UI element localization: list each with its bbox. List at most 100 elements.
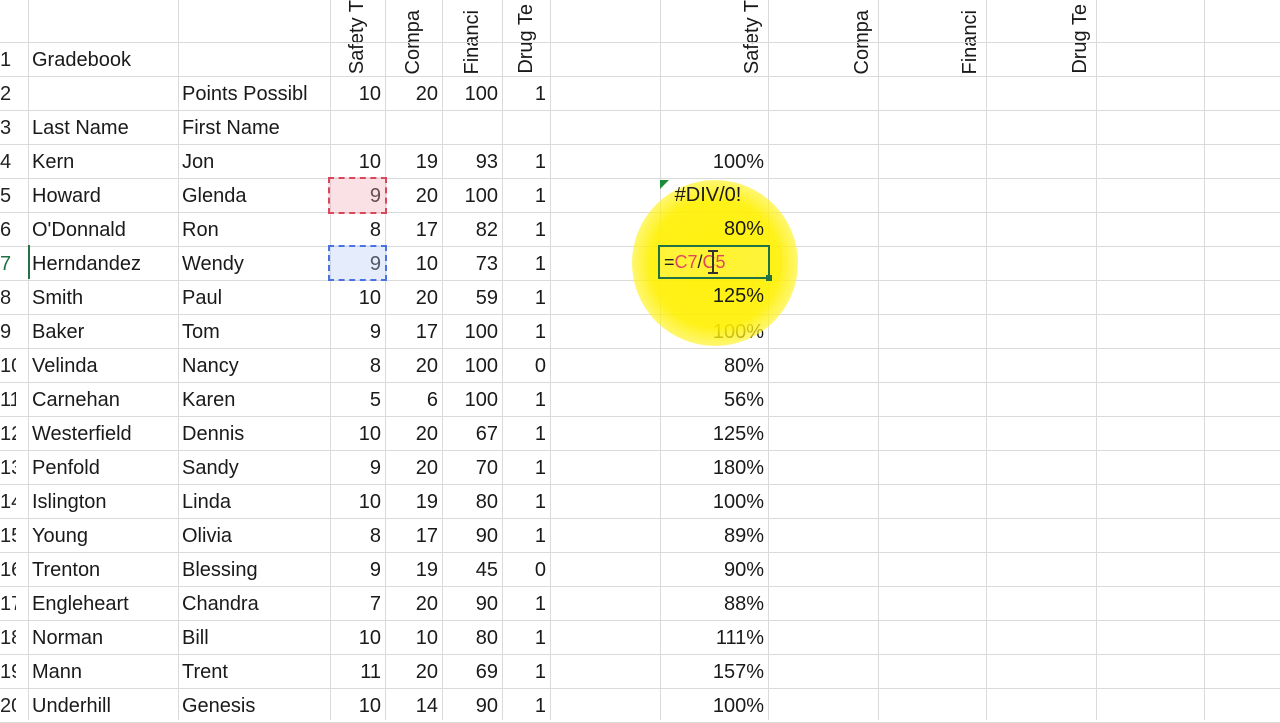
cell-b17[interactable]: Chandra: [182, 593, 259, 615]
row-number[interactable]: 8: [0, 287, 12, 309]
cell-e7[interactable]: 73: [475, 253, 498, 275]
cell-a15[interactable]: Young: [32, 525, 88, 547]
cell-c14[interactable]: 10: [358, 491, 381, 513]
cell-b12[interactable]: Dennis: [182, 423, 245, 445]
cell-c6[interactable]: 8: [369, 219, 381, 241]
row-number[interactable]: 4: [0, 151, 12, 173]
cell-b6[interactable]: Ron: [182, 219, 219, 241]
cell-f8[interactable]: 1: [534, 287, 546, 309]
cell-g8[interactable]: 125%: [712, 285, 764, 307]
cell-g13[interactable]: 180%: [712, 457, 764, 479]
cell-b16[interactable]: Blessing: [182, 559, 258, 581]
cell-g6[interactable]: 80%: [723, 218, 764, 240]
cell-e20[interactable]: 90: [475, 695, 498, 717]
cell-a1[interactable]: Gradebook: [32, 49, 131, 71]
cell-d9[interactable]: 17: [415, 321, 438, 343]
cell-d10[interactable]: 20: [415, 355, 438, 377]
cell-e3[interactable]: [442, 111, 502, 145]
cell-g10[interactable]: 80%: [723, 355, 764, 377]
cell-a16[interactable]: Trenton: [32, 559, 101, 581]
row-number[interactable]: 1: [0, 49, 12, 71]
row-number[interactable]: 10: [0, 355, 16, 377]
row-number[interactable]: 7: [0, 253, 12, 275]
cell-c17[interactable]: 7: [369, 593, 381, 615]
cell-e12[interactable]: 67: [475, 423, 498, 445]
cell-f4[interactable]: 1: [534, 151, 546, 173]
cell-d14[interactable]: 19: [415, 491, 438, 513]
cell-a14[interactable]: Islington: [32, 491, 107, 513]
cell-d20[interactable]: 14: [415, 695, 438, 717]
cell-c3[interactable]: [330, 111, 385, 145]
cell-a11[interactable]: Carnehan: [32, 389, 120, 411]
row-number[interactable]: 9: [0, 321, 12, 343]
cell-f5[interactable]: 1: [534, 185, 546, 207]
cell-g14[interactable]: 100%: [712, 491, 764, 513]
cell-f3[interactable]: [502, 111, 550, 145]
cell-b3[interactable]: First Name: [182, 117, 280, 139]
cell-g1[interactable]: [660, 43, 768, 77]
cell-b18[interactable]: Bill: [182, 627, 209, 649]
cell-c8[interactable]: 10: [358, 287, 381, 309]
cell-e19[interactable]: 69: [475, 661, 498, 683]
cell-d11[interactable]: 6: [426, 389, 438, 411]
cell-b7[interactable]: Wendy: [182, 253, 244, 275]
cell-e8[interactable]: 59: [475, 287, 498, 309]
cell-e11[interactable]: 100: [464, 389, 498, 411]
row-number[interactable]: 12: [0, 423, 16, 445]
cell-d12[interactable]: 20: [415, 423, 438, 445]
cell-c1[interactable]: [330, 43, 385, 77]
cell-f7[interactable]: 1: [534, 253, 546, 275]
fill-handle[interactable]: [766, 275, 772, 281]
cell-b4[interactable]: Jon: [182, 151, 215, 173]
cell-e1[interactable]: [442, 43, 502, 77]
header-drug-test-pct[interactable]: Drug Te: [1069, 4, 1091, 74]
cell-d3[interactable]: [385, 111, 442, 145]
cell-f11[interactable]: 1: [534, 389, 546, 411]
cell-e9[interactable]: 100: [464, 321, 498, 343]
row-number[interactable]: 11: [0, 389, 16, 411]
cell-f19[interactable]: 1: [534, 661, 546, 683]
cell-d19[interactable]: 20: [415, 661, 438, 683]
cell-g4[interactable]: 100%: [712, 151, 764, 173]
cell-g12[interactable]: 125%: [712, 423, 764, 445]
cell-e17[interactable]: 90: [475, 593, 498, 615]
cell-c16[interactable]: 9: [369, 559, 381, 581]
cell-b2[interactable]: Points Possibl: [182, 83, 308, 105]
cell-f16[interactable]: 0: [534, 559, 546, 581]
row-number[interactable]: 3: [0, 117, 12, 139]
cell-c9[interactable]: 9: [369, 321, 381, 343]
cell-d5[interactable]: 20: [415, 185, 438, 207]
cell-e2[interactable]: 100: [464, 83, 498, 105]
cell-f15[interactable]: 1: [534, 525, 546, 547]
cell-c4[interactable]: 10: [358, 151, 381, 173]
cell-g2[interactable]: [660, 77, 768, 111]
cell-g11[interactable]: 56%: [723, 389, 764, 411]
row-number[interactable]: 20: [0, 695, 16, 717]
cell-g16[interactable]: 90%: [723, 559, 764, 581]
cell-f20[interactable]: 1: [534, 695, 546, 717]
cell-a5[interactable]: Howard: [32, 185, 101, 207]
cell-a18[interactable]: Norman: [32, 627, 104, 649]
cell-f1[interactable]: [502, 43, 550, 77]
cell-a9[interactable]: Baker: [32, 321, 85, 343]
row-number[interactable]: 6: [0, 219, 12, 241]
cell-d18[interactable]: 10: [415, 627, 438, 649]
row-number[interactable]: 16: [0, 559, 16, 581]
cell-f9[interactable]: 1: [534, 321, 546, 343]
row-number[interactable]: 18: [0, 627, 16, 649]
cell-d1[interactable]: [385, 43, 442, 77]
cell-g3[interactable]: [660, 111, 768, 145]
cell-d4[interactable]: 19: [415, 151, 438, 173]
cell-b19[interactable]: Trent: [182, 661, 228, 683]
row-number[interactable]: 19: [0, 661, 16, 683]
cell-a13[interactable]: Penfold: [32, 457, 100, 479]
cell-b14[interactable]: Linda: [182, 491, 231, 513]
cell-c10[interactable]: 8: [369, 355, 381, 377]
cell-a6[interactable]: O'Donnald: [32, 219, 126, 241]
cell-e6[interactable]: 82: [475, 219, 498, 241]
cell-a17[interactable]: Engleheart: [32, 593, 129, 615]
cell-b13[interactable]: Sandy: [182, 457, 239, 479]
cell-d16[interactable]: 19: [415, 559, 438, 581]
cell-a3[interactable]: Last Name: [32, 117, 129, 139]
